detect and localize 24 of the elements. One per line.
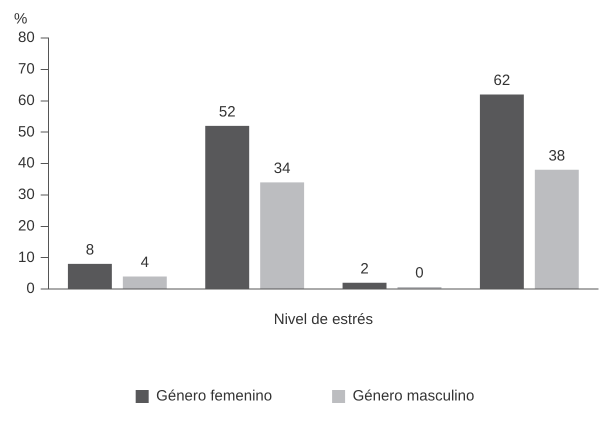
- y-tick-label: 80: [18, 29, 35, 46]
- data-label: 8: [86, 242, 94, 259]
- x-axis-title: Nivel de estrés: [274, 311, 373, 328]
- legend-label: Género masculino: [352, 388, 474, 405]
- y-tick-label: 40: [18, 154, 35, 172]
- y-tick-label: 70: [18, 60, 35, 78]
- data-label: 38: [548, 147, 566, 164]
- data-label: 0: [415, 264, 424, 282]
- y-tick-label: 0: [26, 280, 35, 298]
- y-tick-label: 30: [18, 186, 35, 204]
- data-label: 62: [494, 72, 510, 90]
- legend-label: Género femenino: [156, 388, 272, 405]
- bar: [122, 276, 167, 288]
- y-tick-label: 10: [18, 248, 35, 266]
- y-axis-title: %: [14, 10, 28, 28]
- bar: [534, 170, 579, 288]
- y-tick-label: 60: [18, 92, 35, 109]
- data-label: 34: [274, 160, 290, 177]
- bar: [260, 182, 304, 288]
- data-label: 4: [140, 254, 149, 272]
- data-label: 52: [218, 103, 236, 120]
- y-tick-label: 50: [18, 123, 35, 140]
- data-label: 2: [360, 260, 369, 278]
- y-tick-label: 20: [18, 217, 35, 234]
